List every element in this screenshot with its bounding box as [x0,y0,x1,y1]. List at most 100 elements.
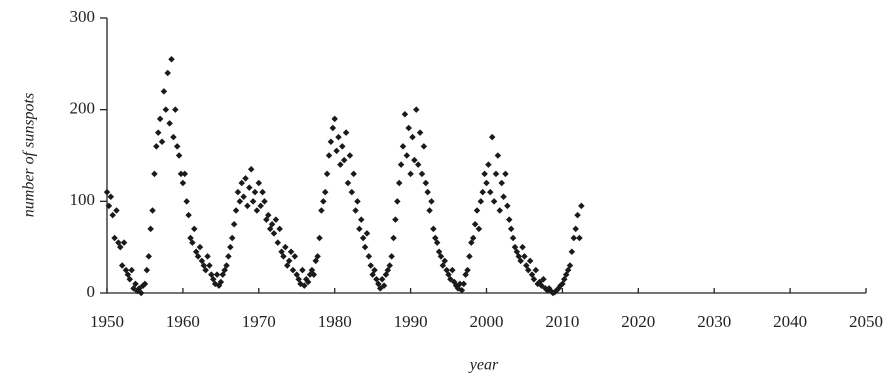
point [236,198,244,205]
point [519,243,526,251]
point [228,234,236,242]
point [460,280,467,288]
point [447,275,454,283]
point [299,266,306,274]
point [496,207,504,214]
point [350,170,357,178]
point [204,253,211,260]
point [160,88,168,95]
point [242,175,249,182]
point [261,198,268,205]
point [359,234,367,242]
point [285,257,293,265]
point [304,278,312,286]
point [371,266,378,274]
point [194,253,202,260]
point [230,220,238,228]
x-tick-label: 1980 [318,312,352,331]
point [532,266,540,274]
point [234,188,242,196]
point [507,225,515,233]
point [149,207,156,214]
point [428,198,435,205]
point [247,165,255,173]
point [367,262,375,269]
point [530,275,538,283]
point [426,207,433,214]
point [162,106,170,113]
point [191,225,198,233]
point [175,152,183,159]
point [395,179,403,187]
point [202,266,209,274]
point [414,161,422,168]
point [143,266,151,274]
point [340,156,348,164]
point [301,282,308,289]
point [172,106,179,113]
point [137,289,145,297]
point [164,69,171,77]
point [346,152,354,159]
point [274,239,282,246]
point [287,248,295,256]
point [196,243,204,251]
point [318,207,325,214]
point [392,216,399,223]
point [126,275,134,283]
x-tick-label: 2000 [470,312,504,331]
point [323,170,331,178]
point [418,170,426,178]
point [433,239,441,246]
point [128,266,135,274]
point [488,133,496,141]
point [441,257,449,265]
point [361,243,369,251]
point [411,156,418,164]
x-axis-label: year [468,357,499,374]
point [227,243,234,251]
point [154,129,162,136]
point [325,152,333,159]
point [538,282,545,289]
point [576,234,583,242]
x-tick-label: 2040 [773,312,807,331]
point [394,198,401,205]
point [249,198,257,205]
y-tick-label: 100 [70,190,96,209]
point [339,143,346,150]
point [401,110,409,118]
point [331,115,338,123]
point [272,216,280,223]
x-tick-label: 1960 [166,312,200,331]
point [492,170,500,178]
point [578,202,585,210]
point [255,179,263,187]
point [145,253,152,260]
point [156,115,164,123]
point [213,271,221,278]
point [521,253,528,260]
point [251,188,259,196]
point [153,143,160,150]
point [217,278,225,286]
y-axis-label: number of sunspots [21,93,38,217]
x-tick-label: 1990 [394,312,428,331]
x-tick-label: 1950 [90,312,124,331]
point [225,253,232,260]
point [481,170,488,178]
point [270,230,278,237]
point [416,129,424,136]
x-tick-label: 1970 [242,312,276,331]
point [572,225,579,233]
point [466,253,473,260]
point [498,179,505,187]
point [280,253,287,260]
point [344,179,352,187]
point [506,216,513,223]
point [376,285,384,292]
point [386,262,393,269]
point [409,133,416,141]
point [333,147,340,155]
